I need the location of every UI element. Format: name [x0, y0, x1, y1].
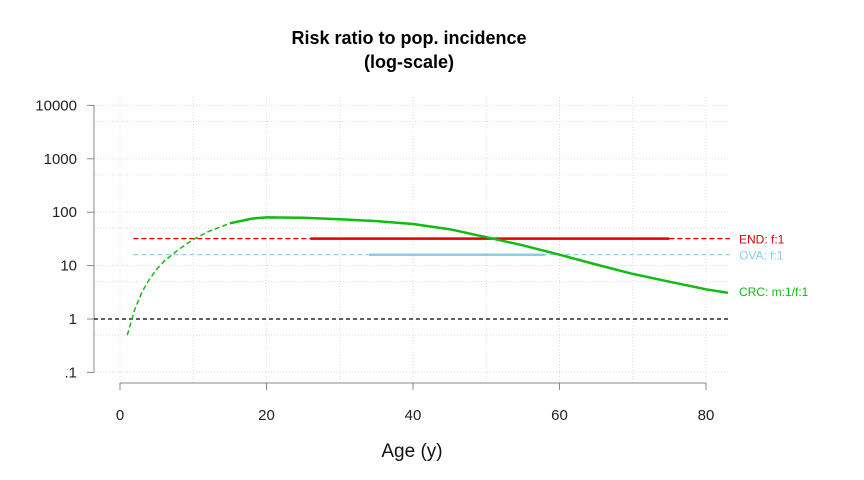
y-tick-label: 1: [69, 311, 77, 328]
legend-label: END: f:1: [739, 233, 785, 247]
y-tick-label: 10000: [35, 97, 77, 114]
x-tick-label: 0: [116, 407, 124, 424]
x-tick-label: 20: [258, 407, 275, 424]
x-tick-label: 80: [698, 407, 715, 424]
chart-subtitle: (log-scale): [364, 52, 454, 72]
series-dashed-curve: [126, 222, 231, 336]
plot-lines: [94, 216, 730, 336]
x-tick-label: 40: [405, 407, 422, 424]
legend: END: f:1 OVA: f:1 CRC: m:1/f:1: [739, 233, 809, 299]
legend-label: CRC: m:1/f:1: [739, 285, 809, 299]
y-tick-label: 1000: [44, 151, 77, 168]
y-tick-label: 10: [60, 258, 77, 275]
x-axis-label: Age (y): [381, 441, 442, 462]
grid: [94, 97, 730, 383]
x-tick-label: 60: [551, 407, 568, 424]
y-tick-label: 100: [52, 204, 77, 221]
legend-label: OVA: f:1: [739, 249, 784, 263]
axes: 0 20 40 60 80 .1 1 10 100 1000 10000: [35, 97, 714, 424]
series-solid-curve: [229, 216, 729, 295]
chart-title: Risk ratio to pop. incidence: [291, 28, 526, 48]
y-tick-label: .1: [64, 364, 77, 381]
